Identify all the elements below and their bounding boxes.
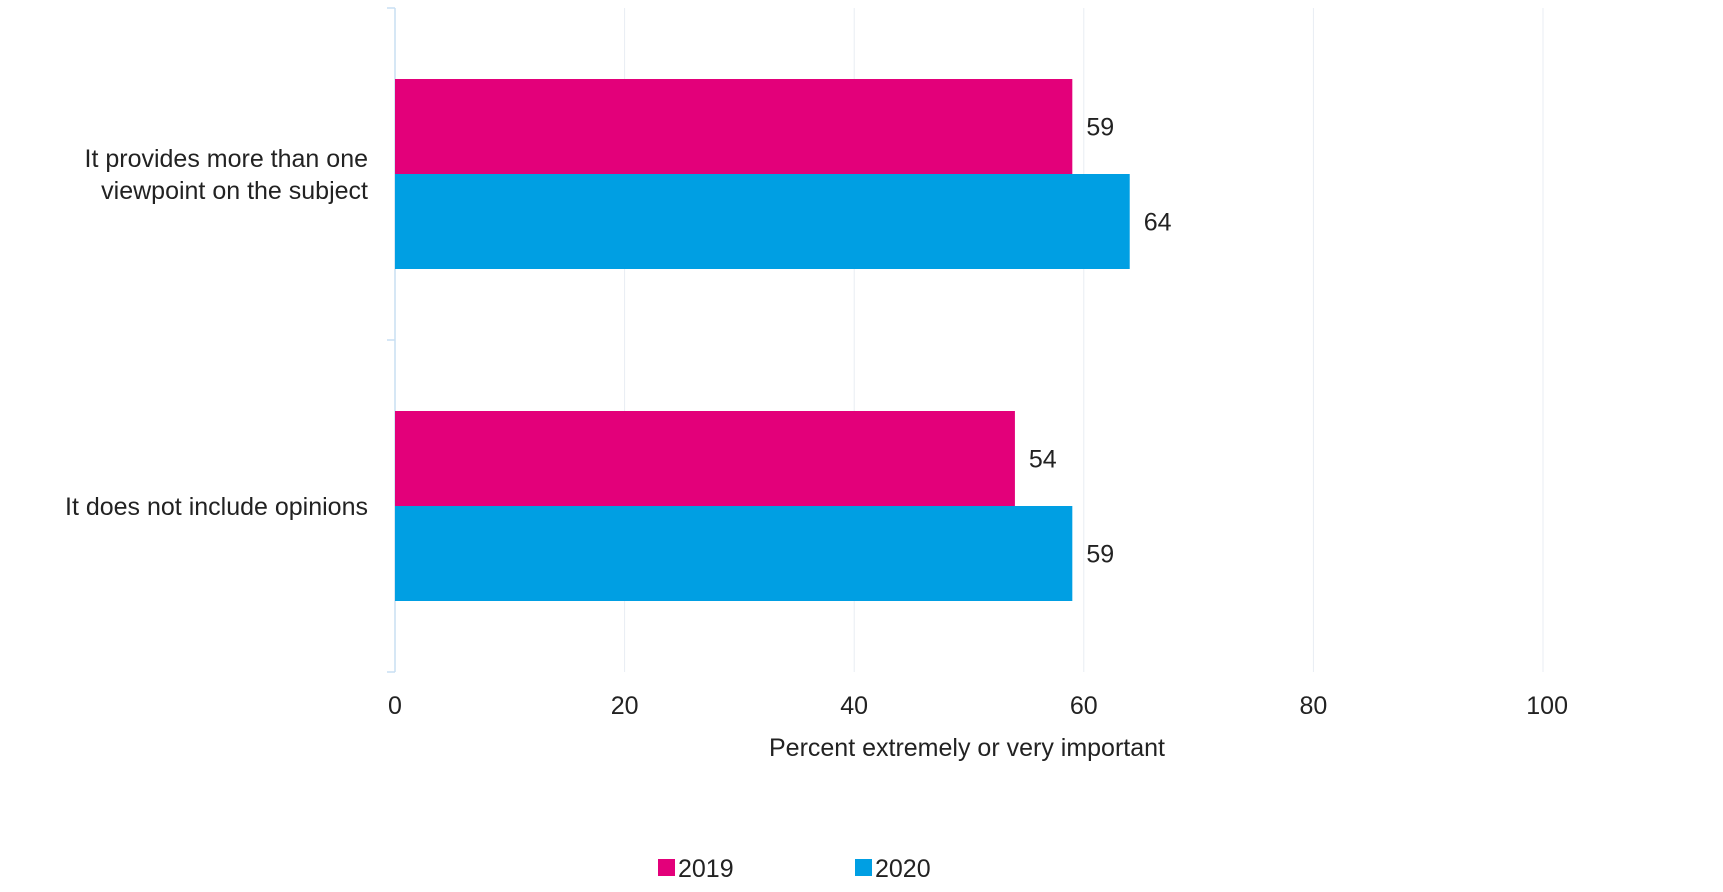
x-tick-labels: 0 20 40 60 80 100	[388, 692, 1568, 720]
bar-2020	[395, 506, 1073, 601]
legend-swatch	[855, 859, 872, 876]
x-axis-title: Percent extremely or very important	[769, 734, 1165, 762]
data-label: 64	[1144, 209, 1172, 237]
category-label-line: It does not include opinions	[65, 493, 368, 521]
x-tick-label: 60	[1070, 692, 1098, 720]
legend: 2019 2020	[658, 855, 931, 883]
x-tick-label: 100	[1526, 692, 1568, 720]
category-label-line: viewpoint on the subject	[101, 177, 368, 205]
category-labels: It provides more than one viewpoint on th…	[65, 145, 368, 521]
bar-2020	[395, 174, 1130, 269]
x-tick-label: 40	[840, 692, 868, 720]
data-labels: 59 64 54 59	[1029, 114, 1172, 569]
x-tick-label: 0	[388, 692, 402, 720]
data-label: 54	[1029, 446, 1057, 474]
y-axis	[387, 7, 396, 673]
bar-2019	[395, 79, 1073, 174]
x-tick-label: 80	[1299, 692, 1327, 720]
legend-label: 2019	[678, 855, 734, 883]
x-tick-label: 20	[611, 692, 639, 720]
category-label-line: It provides more than one	[85, 145, 369, 173]
bars	[395, 79, 1130, 601]
bar-2019	[395, 411, 1015, 506]
category-label: It provides more than one viewpoint on th…	[85, 145, 369, 205]
data-label: 59	[1086, 114, 1114, 142]
legend-swatch	[658, 859, 675, 876]
category-label: It does not include opinions	[65, 493, 368, 521]
data-label: 59	[1086, 541, 1114, 569]
legend-label: 2020	[875, 855, 931, 883]
